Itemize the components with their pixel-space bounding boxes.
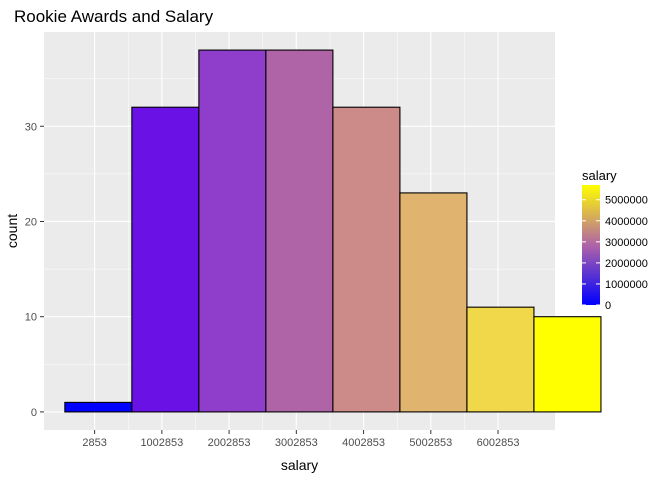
chart-title: Rookie Awards and Salary: [14, 7, 214, 26]
legend-colorbar: [582, 185, 600, 305]
histogram-bar: [131, 106, 200, 413]
x-axis-title: salary: [281, 457, 318, 473]
legend-label: 1000000: [605, 279, 648, 291]
x-axis: 2853 1002853 2002853 3002853 4002853 5002853 6…: [82, 430, 519, 449]
histogram-bar: [533, 316, 602, 413]
bars: [64, 49, 602, 413]
legend-title: salary: [582, 168, 617, 183]
histogram-bar: [198, 49, 267, 413]
y-axis: 0 10 20 30: [25, 121, 44, 419]
legend-label: 4000000: [605, 216, 648, 228]
legend-label: 5000000: [605, 195, 648, 207]
legend-label: 3000000: [605, 237, 648, 249]
y-tick-label: 30: [25, 121, 37, 133]
y-axis-title: count: [4, 214, 20, 248]
histogram-bar: [399, 192, 468, 413]
legend-label: 0: [605, 300, 611, 312]
x-tick-label: 4002853: [342, 437, 385, 449]
histogram-bar: [265, 49, 334, 413]
x-tick-label: 5002853: [409, 437, 452, 449]
x-tick-label: 3002853: [275, 437, 318, 449]
histogram-bar: [64, 401, 133, 413]
color-legend: salary 0 1000000 2000000 3000000 4000000 5000…: [582, 168, 648, 312]
x-tick-label: 1002853: [140, 437, 183, 449]
x-tick-label: 2002853: [208, 437, 251, 449]
histogram-bar: [332, 106, 401, 413]
x-tick-label: 6002853: [477, 437, 520, 449]
histogram-bar: [466, 306, 535, 413]
legend-label: 2000000: [605, 258, 648, 270]
y-tick-label: 0: [31, 407, 37, 419]
legend-ticks: 0 1000000 2000000 3000000 4000000 5000000: [582, 195, 648, 312]
y-tick-label: 10: [25, 312, 37, 324]
y-tick-label: 20: [25, 216, 37, 228]
x-tick-label: 2853: [82, 437, 106, 449]
